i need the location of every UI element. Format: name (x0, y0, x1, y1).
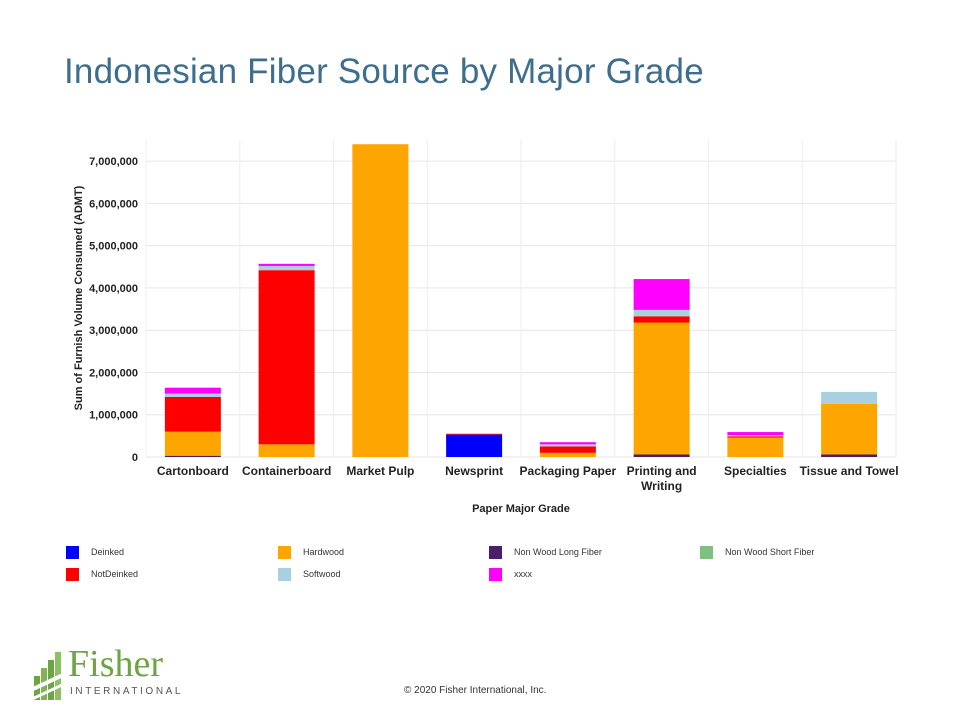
bar-segment (539, 446, 596, 453)
x-category-label: Containerboard (242, 464, 331, 478)
bar-segment (727, 437, 784, 457)
x-category-label: Printing and Writing (627, 464, 697, 493)
legend-item: Hardwood (278, 544, 344, 560)
legend-item: xxxx (489, 566, 532, 582)
x-axis-title: Paper Major Grade (472, 503, 570, 515)
y-tick-label: 3,000,000 (89, 325, 138, 337)
bar-segment (258, 444, 315, 457)
legend-item: Softwood (278, 566, 341, 582)
bar-segment (539, 444, 596, 447)
bar-segment (633, 309, 690, 317)
y-tick-label: 5,000,000 (89, 241, 138, 253)
x-category-label: Newsprint (445, 464, 503, 478)
bar-segment (539, 452, 596, 457)
bar-segment (258, 270, 315, 445)
logo-mark-icon (32, 652, 64, 700)
legend-item: Non Wood Long Fiber (489, 544, 602, 560)
stacked-bar-chart: 0 1,000,000 2,000,000 3,000,000 4,000,000 5,0… (73, 140, 899, 515)
legend-swatch (489, 567, 502, 581)
bar-segment (633, 322, 690, 455)
bar-segment (164, 387, 221, 394)
x-category-label: Specialties (724, 464, 787, 478)
bar-segment (821, 403, 878, 455)
bar-segment (164, 396, 221, 432)
y-tick-label: 7,000,000 (89, 156, 138, 168)
legend-swatch (489, 545, 502, 559)
y-tick-label: 0 (132, 452, 138, 464)
bar-segment (633, 454, 690, 457)
copyright-text: © 2020 Fisher International, Inc. (404, 685, 547, 696)
y-axis-title: Sum of Furnish Volume Consumed (ADMT) (73, 185, 85, 410)
y-tick-label: 6,000,000 (89, 198, 138, 210)
legend-label: Softwood (303, 569, 341, 579)
y-tick-label: 1,000,000 (89, 410, 138, 422)
legend-label: Non Wood Short Fiber (725, 547, 815, 557)
bar-segment (727, 436, 784, 438)
fisher-logo: Fisher INTERNATIONAL (32, 644, 184, 702)
legend-swatch (278, 567, 291, 581)
bar-segment (446, 434, 503, 457)
legend-label: Deinked (91, 547, 125, 557)
bar-segment (258, 263, 315, 266)
x-category-label: Cartonboard (157, 464, 229, 478)
bar-segment (821, 454, 878, 457)
bar-segment (164, 431, 221, 456)
bar-segment (821, 391, 878, 404)
bar-segment (258, 265, 315, 271)
bar-segment (164, 455, 221, 457)
legend-label: Hardwood (303, 547, 345, 557)
bar-segment (727, 435, 784, 437)
y-tick-label: 4,000,000 (89, 283, 138, 295)
slide-title: Indonesian Fiber Source by Major Grade (64, 52, 704, 91)
legend-item: NotDeinked (66, 566, 138, 582)
grid-lines (145, 140, 897, 458)
legend-label: xxxx (514, 569, 532, 579)
bar-segment (633, 279, 690, 310)
legend-swatch (700, 545, 713, 559)
legend-item: Deinked (66, 544, 124, 560)
bar-group (164, 144, 878, 457)
x-category-label: Market Pulp (346, 464, 414, 478)
logo-subtitle: INTERNATIONAL (70, 686, 184, 697)
legend-label: NotDeinked (91, 569, 139, 579)
bar-segment (633, 316, 690, 323)
legend-swatch (278, 545, 291, 559)
y-axis-ticks: 0 1,000,000 2,000,000 3,000,000 4,000,000 5,0… (89, 156, 138, 464)
logo-name: Fisher (68, 643, 163, 685)
x-category-label: Packaging Paper (520, 464, 617, 478)
bar-segment (164, 393, 221, 397)
bar-segment (352, 144, 409, 457)
bar-segment (539, 442, 596, 445)
legend-swatch (66, 567, 79, 581)
legend-swatch (66, 545, 79, 559)
legend-label: Non Wood Long Fiber (514, 547, 602, 557)
x-category-label: Tissue and Towel (800, 464, 899, 478)
bar-segment (446, 433, 503, 435)
x-axis-categories: Cartonboard Containerboard Market Pulp News… (157, 464, 899, 493)
bar-segment (727, 432, 784, 436)
y-tick-label: 2,000,000 (89, 367, 138, 379)
legend-item: Non Wood Short Fiber (700, 544, 814, 560)
